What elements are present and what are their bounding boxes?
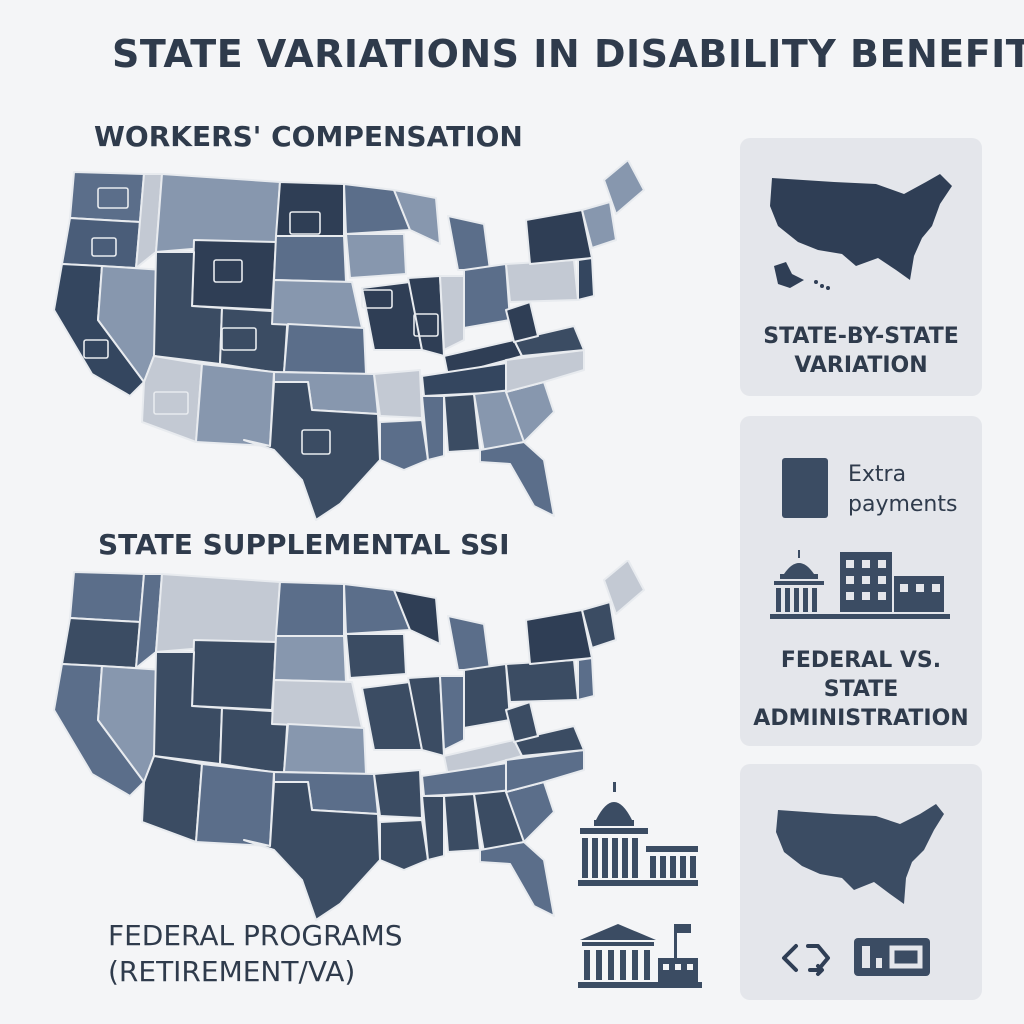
- us-map-icon: [776, 804, 944, 904]
- state-card-icon: [83, 339, 109, 359]
- state-card-icon: [153, 391, 189, 415]
- state-south-dakota: [273, 635, 347, 683]
- state-washington: [69, 171, 145, 223]
- state-indiana: [439, 275, 465, 351]
- state-card-icon: [91, 237, 117, 257]
- state-variation-text: STATE-BY-STATE VARIATION: [740, 322, 982, 380]
- state-mississippi: [421, 395, 445, 461]
- federal-programs-label: FEDERAL PROGRAMS (RETIREMENT/VA): [108, 918, 403, 990]
- admin-line3: ADMINISTRATION: [753, 706, 969, 731]
- state-michigan: [447, 215, 491, 271]
- us-map-icon: [770, 174, 952, 290]
- state-iowa: [345, 233, 407, 279]
- state-washington: [69, 571, 145, 623]
- state-virginia: [513, 325, 585, 357]
- state-michigan: [447, 615, 491, 671]
- page-title: STATE VARIATIONS IN DISABILITY BENEFITS: [112, 32, 1024, 76]
- state-card-icon: [301, 429, 331, 455]
- state-kansas: [283, 723, 367, 775]
- state-west-virginia: [505, 301, 539, 343]
- state-kansas: [283, 323, 367, 375]
- state-new-york: [525, 609, 593, 665]
- state-new-jersey: [577, 657, 595, 701]
- state-wyoming: [191, 639, 277, 711]
- state-north-dakota: [275, 181, 345, 237]
- state-arizona: [141, 355, 203, 443]
- state-virginia: [513, 725, 585, 757]
- admin-line1: FEDERAL VS.: [780, 648, 942, 673]
- legend-line2: payments: [848, 492, 958, 517]
- extra-payments-swatch: [782, 458, 828, 518]
- state-nebraska: [271, 679, 363, 729]
- workers-comp-label: WORKERS' COMPENSATION: [94, 120, 523, 153]
- state-louisiana: [379, 419, 429, 471]
- state-card-icon: [361, 289, 393, 309]
- state-card-icon: [221, 327, 257, 351]
- state-florida: [479, 841, 555, 917]
- state-card-icon: [289, 211, 321, 235]
- federal-programs-line2: (RETIREMENT/VA): [108, 955, 356, 988]
- state-new-mexico: [195, 763, 275, 847]
- extra-payments-legend: Extra payments: [848, 460, 957, 520]
- state-card-icon: [413, 313, 439, 337]
- state-arizona: [141, 755, 203, 843]
- state-variation-line1: STATE-BY-STATE: [763, 324, 959, 349]
- state-mississippi: [421, 795, 445, 861]
- state-arkansas: [373, 369, 423, 419]
- state-florida: [479, 441, 555, 517]
- state-iowa: [345, 633, 407, 679]
- state-card-icon: [97, 187, 129, 209]
- state-arkansas: [373, 769, 423, 819]
- state-ssi-label: STATE SUPPLEMENTAL SSI: [98, 528, 510, 561]
- state-wyoming: [191, 239, 277, 311]
- state-west-virginia: [505, 701, 539, 743]
- government-buildings-icon: [770, 550, 950, 619]
- courthouse-flag-icon: [578, 924, 702, 988]
- state-indiana: [439, 675, 465, 751]
- state-ohio: [463, 663, 511, 729]
- federal-programs-line1: FEDERAL PROGRAMS: [108, 919, 403, 952]
- state-new-mexico: [195, 363, 275, 447]
- state-oregon: [61, 217, 141, 269]
- state-maine: [603, 560, 645, 615]
- state-nebraska: [271, 279, 363, 329]
- legend-line1: Extra: [848, 462, 907, 487]
- state-wisconsin: [393, 189, 441, 245]
- state-south-dakota: [273, 235, 347, 283]
- state-pennsylvania: [505, 659, 579, 703]
- state-north-dakota: [275, 581, 345, 637]
- state-maine: [603, 160, 645, 215]
- workers-comp-map: [53, 160, 645, 521]
- state-new-england: [581, 601, 617, 649]
- state-new-england: [581, 201, 617, 249]
- state-texas: [243, 381, 381, 521]
- capitol-building-icon: [578, 782, 698, 886]
- admin-text: FEDERAL VS. STATE ADMINISTRATION: [740, 646, 982, 733]
- admin-line2: STATE: [823, 677, 899, 702]
- state-oregon: [61, 617, 141, 669]
- state-ohio: [463, 263, 511, 329]
- state-ssi-map: [53, 560, 645, 921]
- state-new-york: [525, 209, 593, 265]
- state-texas: [243, 781, 381, 921]
- state-wisconsin: [393, 589, 441, 645]
- id-card-icon: [854, 938, 930, 976]
- exchange-arrows-icon: [782, 944, 830, 976]
- state-card-icon: [213, 259, 243, 283]
- state-louisiana: [379, 819, 429, 871]
- state-new-jersey: [577, 257, 595, 301]
- state-variation-line2: VARIATION: [794, 353, 928, 378]
- state-pennsylvania: [505, 259, 579, 303]
